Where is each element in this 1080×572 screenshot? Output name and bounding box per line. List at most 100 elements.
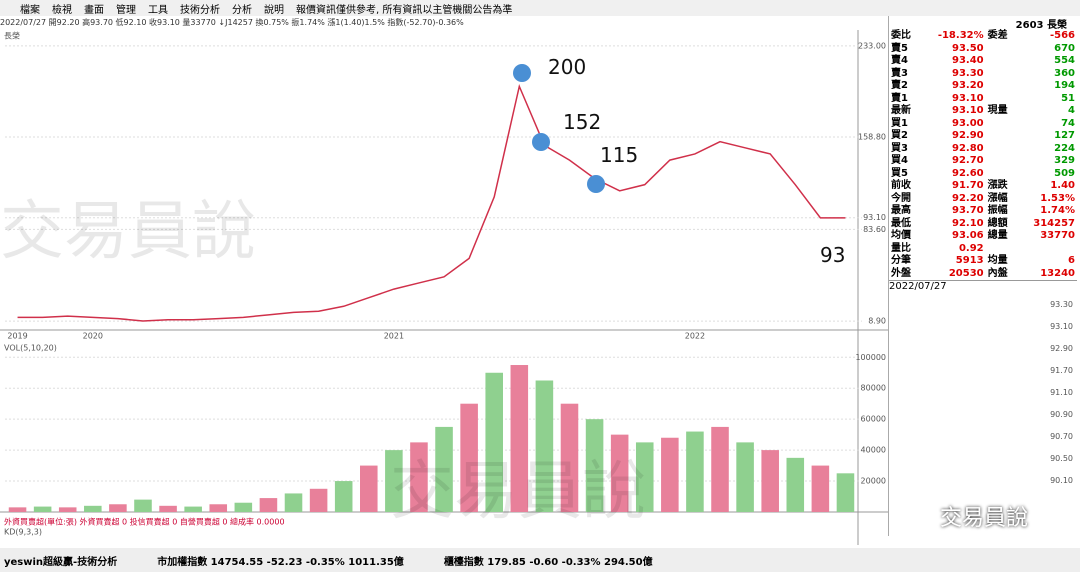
quote-cell: 均量	[987, 255, 1008, 266]
menu-item[interactable]: 技術分析	[180, 4, 220, 16]
volume-bar	[410, 442, 428, 512]
menu-item[interactable]: 工具	[148, 4, 168, 16]
quote-cell	[1017, 243, 1077, 256]
y-tick-label: 40000	[861, 446, 886, 455]
volume-bar	[786, 457, 805, 512]
quote-cell	[986, 168, 1017, 181]
quote-row: 委比 -18.32% 委差 -566	[889, 30, 1077, 43]
quote-cell: -18.32%	[937, 30, 984, 41]
quote-cell: 賣1	[891, 92, 908, 104]
menu-item[interactable]: 畫面	[84, 4, 104, 16]
annotation: 115	[600, 143, 639, 167]
quote-cell: 93.30	[952, 67, 984, 79]
quote-cell	[986, 80, 1017, 93]
quote-cell: 127	[1054, 130, 1075, 141]
status-bar: yeswin超級贏-技術分析 市加權指數 14754.55 -52.23 -0.3…	[0, 548, 1080, 572]
quote-cell: 總額	[987, 217, 1008, 229]
annotation: 152	[563, 110, 602, 134]
mini-axis-label: 90.70	[1050, 432, 1073, 441]
quote-cell: 1.74%	[1040, 205, 1075, 216]
quote-cell: 92.20	[952, 192, 984, 204]
price-line	[17, 83, 846, 322]
y-tick-label: 158.80	[858, 132, 886, 141]
y-tick-label: 80000	[861, 384, 886, 393]
volume-bar	[535, 380, 554, 512]
quote-cell	[986, 155, 1017, 168]
quote-cell: 314257	[1033, 217, 1075, 229]
x-tick-label: 2020	[83, 332, 103, 341]
status-item: yeswin超級贏-技術分析	[4, 556, 118, 568]
quote-row: 前收 91.70 漲跌 1.40	[889, 180, 1077, 193]
y-tick-label: 100000	[855, 353, 886, 362]
mini-axis-label: 91.10	[1050, 388, 1073, 397]
quote-cell: 91.70	[952, 180, 984, 191]
menu-item[interactable]: 分析	[232, 4, 252, 16]
quote-cell	[986, 55, 1017, 68]
quote-cell: 外盤	[891, 267, 911, 279]
quote-cell: 224	[1054, 142, 1075, 154]
kd-label: KD(9,3,3)	[4, 528, 42, 537]
volume-bar	[359, 465, 378, 512]
quote-cell: 13240	[1040, 267, 1075, 279]
volume-bar	[385, 450, 403, 512]
volume-bar	[460, 403, 478, 512]
volume-bar	[334, 481, 353, 512]
quote-cell: 委比	[891, 30, 911, 41]
volume-bar	[435, 426, 453, 512]
quote-cell: 33770	[1040, 230, 1075, 241]
quote-cell: 漲跌	[987, 180, 1008, 191]
menu-item[interactable]: 檢視	[52, 4, 72, 16]
quote-cell: 買5	[891, 167, 908, 179]
volume-bar	[58, 507, 77, 512]
quote-cell: 93.00	[952, 117, 984, 129]
y-tick-label: 233.00	[858, 41, 886, 50]
quote-cell: 1.40	[1050, 180, 1075, 191]
quote-row: 最低 92.10 總額 314257	[889, 218, 1077, 231]
volume-bar	[259, 498, 278, 512]
volume-bar	[234, 502, 253, 512]
quote-cell	[986, 68, 1017, 81]
quote-cell: 賣3	[891, 67, 908, 79]
quote-cell: 分筆	[891, 255, 911, 266]
y-tick-label: 20000	[861, 477, 886, 486]
indicator-bar: 外資買賣超(單位:張) 外資買賣超 0 投信買賣超 0 自營買賣超 0 總成率 …	[4, 517, 285, 527]
menu-item[interactable]: 報價資訊僅供參考, 所有資訊以主管機關公告為準	[296, 4, 513, 16]
quote-cell: 買4	[891, 155, 908, 166]
volume-bar	[811, 465, 830, 512]
y-tick-label: 83.60	[863, 225, 886, 234]
quote-cell: 1.53%	[1040, 192, 1075, 204]
quote-cell: 最高	[891, 205, 911, 216]
quote-cell: 93.10	[952, 105, 984, 116]
quote-cell: 93.20	[952, 80, 984, 91]
volume-bar	[560, 403, 579, 512]
quote-row: 買4 92.70 329	[889, 155, 1077, 168]
quote-cell: 92.80	[952, 142, 984, 154]
quote-cell: 振幅	[987, 205, 1008, 216]
menu-item[interactable]: 檔案	[20, 4, 40, 16]
mini-axis-label: 90.50	[1050, 454, 1073, 463]
quote-cell: 買2	[891, 130, 908, 141]
volume-bar	[84, 505, 102, 512]
quote-cell	[986, 130, 1017, 143]
marker	[587, 175, 605, 193]
quote-cell: 194	[1054, 80, 1075, 91]
volume-bar	[284, 493, 303, 512]
volume-bar	[711, 426, 729, 512]
quote-cell: 最新	[891, 105, 911, 116]
quote-cell: 92.70	[952, 155, 984, 166]
mini-axis-label: 92.90	[1050, 344, 1073, 353]
annotation: 200	[548, 55, 587, 79]
menu-item[interactable]: 說明	[264, 4, 284, 16]
annotation: 93	[820, 243, 846, 267]
quote-row: 今開 92.20 漲幅 1.53%	[889, 193, 1077, 206]
quote-cell: 93.70	[952, 205, 984, 216]
quote-cell: 92.60	[952, 167, 984, 179]
mini-axis-label: 90.10	[1050, 476, 1073, 485]
y-tick-label: 60000	[861, 415, 886, 424]
quote-row: 賣1 93.10 51	[889, 93, 1077, 106]
quote-cell: 92.90	[952, 130, 984, 141]
quote-cell: 20530	[948, 267, 984, 279]
menu-item[interactable]: 管理	[116, 4, 136, 16]
volume-bar	[33, 506, 52, 512]
